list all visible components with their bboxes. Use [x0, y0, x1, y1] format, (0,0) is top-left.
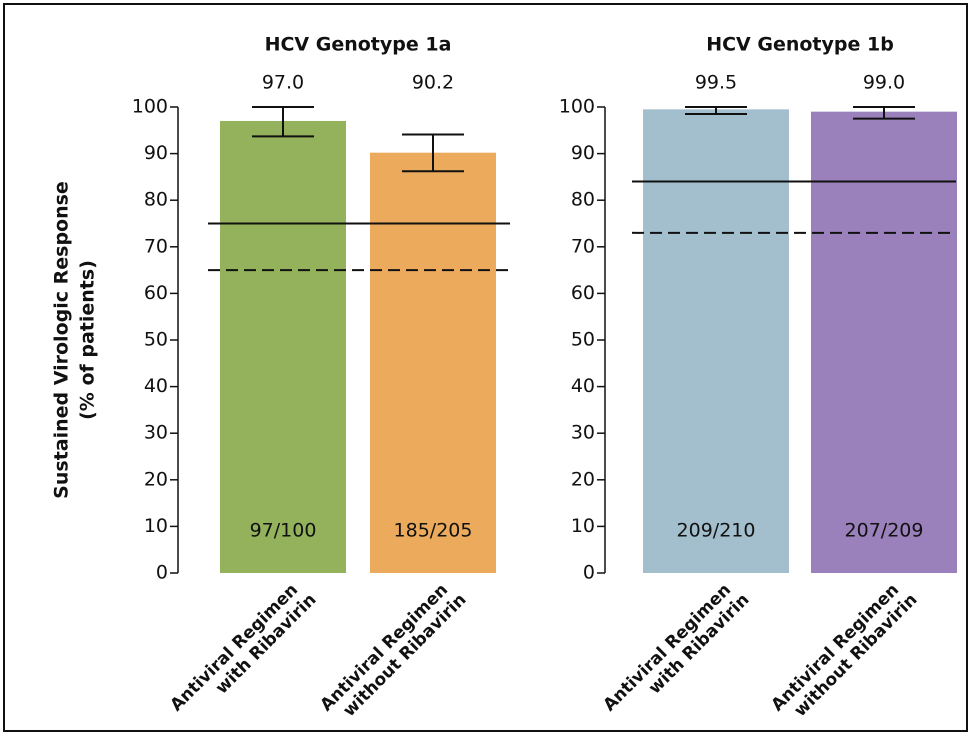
y-axis-label: Sustained Virologic Response (% of patien…	[51, 181, 99, 499]
y-tick-label: 50	[144, 329, 168, 351]
y-tick-label: 10	[144, 515, 168, 537]
bar	[370, 152, 496, 573]
y-tick-label: 100	[559, 96, 595, 118]
bar-label: 207/209	[845, 520, 924, 542]
value-label: 90.2	[412, 72, 454, 94]
bar	[811, 111, 957, 573]
bar-label: 209/210	[677, 520, 756, 542]
y-tick-label: 100	[132, 96, 168, 118]
y-tick-label: 60	[571, 282, 595, 304]
y-tick-label: 70	[144, 235, 168, 257]
bar-label: 97/100	[250, 520, 317, 542]
bar-label: 185/205	[394, 520, 473, 542]
y-tick-label: 20	[144, 468, 168, 490]
y-tick-label: 80	[571, 189, 595, 211]
y-tick-label: 90	[144, 142, 168, 164]
y-tick-label: 60	[144, 282, 168, 304]
bar	[220, 120, 346, 573]
y-tick-label: 40	[144, 375, 168, 397]
y-tick-label: 0	[156, 562, 168, 584]
y-tick-label: 80	[144, 189, 168, 211]
y-tick-label: 40	[571, 375, 595, 397]
y-tick-label: 50	[571, 329, 595, 351]
y-axis-label-line: Sustained Virologic Response	[51, 181, 73, 499]
value-label: 99.0	[863, 72, 905, 94]
y-axis-label-line: (% of patients)	[77, 260, 99, 420]
y-tick-label: 20	[571, 468, 595, 490]
y-tick-label: 90	[571, 142, 595, 164]
y-tick-label: 10	[571, 515, 595, 537]
value-label: 97.0	[262, 72, 304, 94]
y-tick-label: 30	[144, 422, 168, 444]
y-tick-label: 30	[571, 422, 595, 444]
y-tick-label: 0	[583, 562, 595, 584]
panel-title: HCV Genotype 1a	[265, 34, 452, 56]
y-tick-label: 70	[571, 235, 595, 257]
value-label: 99.5	[695, 72, 737, 94]
panel-title: HCV Genotype 1b	[706, 34, 894, 56]
bar	[643, 109, 789, 573]
